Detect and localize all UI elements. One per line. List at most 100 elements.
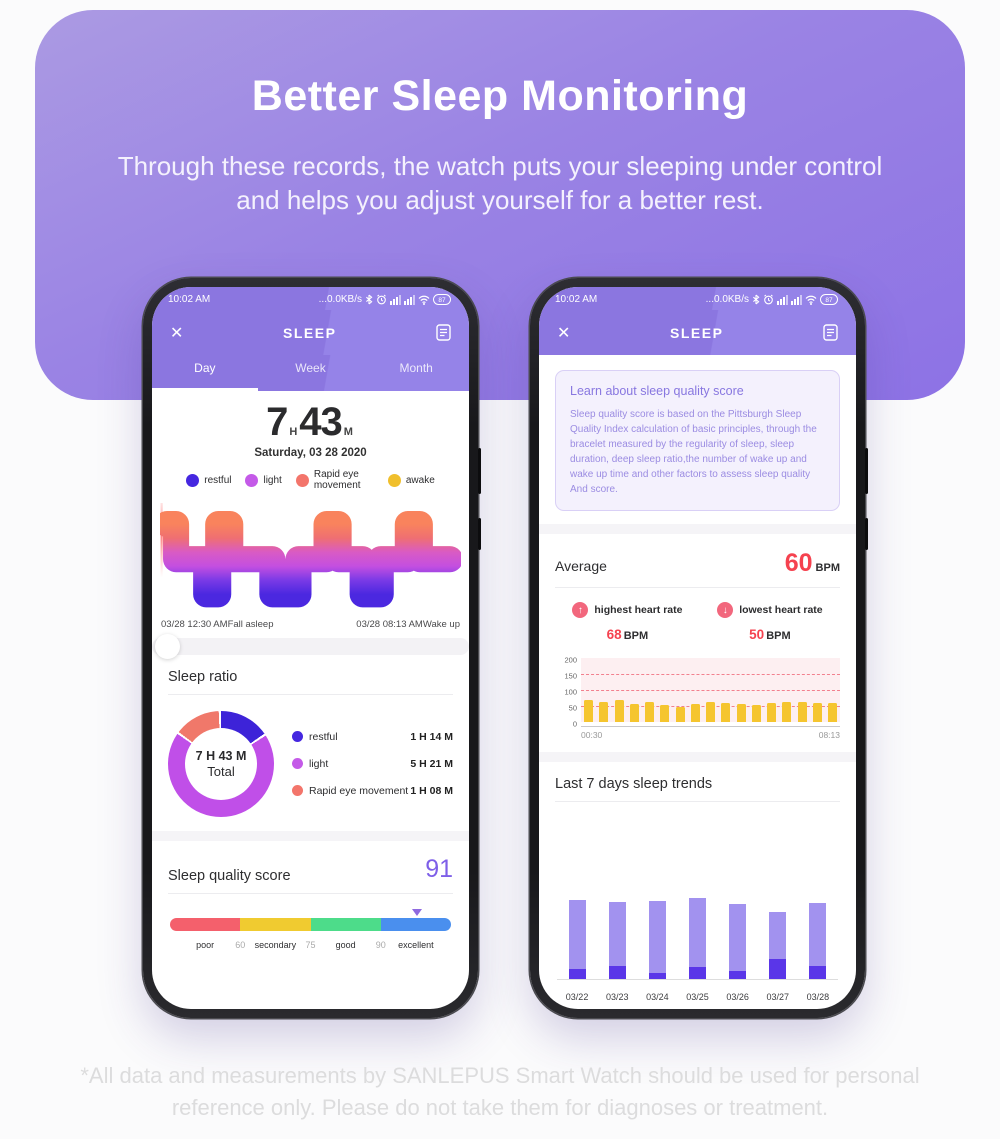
scale-segment: [170, 917, 241, 931]
y-tick-label: 100: [564, 687, 577, 697]
legend-label: restful: [204, 474, 232, 486]
trend-date-label: 03/28: [806, 992, 830, 1002]
close-icon[interactable]: ✕: [557, 324, 571, 342]
period-tabs: Day Week Month: [152, 355, 469, 391]
heart-rate-bar: [828, 702, 837, 722]
legend-item: awake: [387, 473, 435, 487]
section-title: Sleep ratio: [168, 668, 238, 685]
sleep-trend-bar: [648, 901, 666, 979]
y-tick-label: 0: [572, 719, 577, 729]
bpm-unit: BPM: [815, 562, 840, 574]
deep-sleep-segment: [809, 966, 827, 979]
y-axis-labels: 200 150 100 50 0: [555, 655, 581, 729]
bluetooth-icon: [366, 294, 373, 305]
sleep-duration: 7 H43 M Saturday, 03 28 2020: [152, 400, 469, 459]
signal-icon: [404, 294, 415, 305]
report-icon[interactable]: [823, 324, 838, 341]
battery-icon: 87: [433, 294, 451, 305]
sleep-trends-chart: 03/22 03/23 03/24 03/25 03/26 03/27 03/28: [555, 806, 840, 1002]
heart-rate-bar: [645, 702, 654, 722]
status-bar: 10:02 AM ...0.0KB/s 87: [539, 287, 856, 310]
sleep-trend-bar: [809, 903, 827, 979]
heart-rate-bar: [782, 702, 792, 722]
power-button[interactable]: [865, 518, 868, 550]
scale-segment: [380, 917, 451, 931]
tab-week[interactable]: Week: [295, 361, 326, 375]
legend-dot: [245, 473, 259, 487]
section-title: Sleep quality score: [168, 867, 291, 884]
scale-label: poor: [196, 939, 215, 950]
sleep-trend-bar: [568, 900, 586, 979]
heart-rate-bar: [614, 699, 624, 722]
heart-rate-bar: [812, 703, 822, 722]
wifi-icon: [805, 295, 817, 305]
dashed-gridline: [581, 674, 840, 675]
phone-left-screen: 10:02 AM ...0.0KB/s 87 ✕ SLEEP Day W: [152, 287, 469, 1009]
clock-text: 10:02 AM: [168, 294, 211, 305]
y-tick-label: 150: [564, 671, 577, 681]
legend-dot: [292, 758, 303, 770]
quality-info-card: Learn about sleep quality score Sleep qu…: [555, 370, 840, 511]
ratio-legend-row: restful 1 H 14 M: [292, 731, 453, 743]
heart-rate-bar: [797, 701, 807, 722]
average-bpm-value: 60: [784, 549, 813, 577]
legend-dot: [292, 785, 303, 797]
arrow-down-icon: ↓: [717, 602, 734, 618]
ratio-label: light: [309, 757, 329, 770]
sleep-ratio-donut-chart: 7 H 43 M Total: [168, 710, 274, 817]
sleep-ratio-section: Sleep ratio 7 H 43 M Total restful 1 H 14…: [152, 655, 469, 831]
sleep-quality-section: Sleep quality score 91 poor 60 secondary 75…: [152, 841, 469, 954]
tab-month[interactable]: Month: [399, 361, 433, 375]
highest-bpm-value: 68: [606, 627, 622, 642]
dashed-gridline: [581, 690, 840, 691]
average-label: Average: [555, 558, 607, 574]
ratio-label: Rapid eye movement: [309, 784, 409, 797]
timeline-scrubber[interactable]: [152, 633, 469, 659]
trend-column: [602, 902, 632, 979]
heart-rate-bar: [751, 704, 761, 722]
volume-button[interactable]: [478, 448, 481, 494]
section-title: Last 7 days sleep trends: [555, 776, 713, 792]
heart-rate-chart: 200 150 100 50 0: [555, 655, 840, 729]
ratio-legend-row: Rapid eye movement 1 H 08 M: [292, 785, 453, 797]
scrubber-knob[interactable]: [155, 633, 180, 659]
report-icon[interactable]: [436, 324, 451, 341]
trend-date-label: 03/23: [605, 992, 629, 1002]
wifi-icon: [418, 295, 430, 305]
lowest-bpm-value: 50: [749, 627, 765, 642]
chart-cursor-line: [160, 503, 163, 578]
donut-center-label: 7 H 43 M Total: [195, 748, 247, 779]
legend-dot: [292, 731, 303, 743]
alarm-icon: [377, 294, 386, 305]
trend-column: [763, 912, 793, 979]
network-speed-text: ...0.0KB/s: [705, 294, 749, 305]
screen-title: SLEEP: [670, 324, 724, 341]
legend-label: light: [263, 474, 282, 486]
ratio-value: 1 H 08 M: [410, 784, 453, 797]
lowest-heart-rate-stat: ↓ lowest heart rate 50 BPM: [717, 602, 823, 642]
score-marker-icon: [412, 908, 423, 916]
section-divider: [539, 524, 856, 534]
deep-sleep-segment: [568, 969, 586, 979]
power-button[interactable]: [478, 518, 481, 550]
quality-scale-labels: poor 60 secondary 75 good 90 excellent: [170, 940, 451, 954]
y-tick-label: 200: [564, 655, 577, 665]
info-card-body: Sleep quality score is based on the Pitt…: [570, 409, 817, 495]
ratio-value: 1 H 14 M: [410, 730, 453, 743]
heart-rate-bar: [660, 704, 670, 722]
clock-text: 10:02 AM: [555, 294, 598, 305]
status-bar: 10:02 AM ...0.0KB/s 87: [152, 287, 469, 310]
volume-button[interactable]: [865, 448, 868, 494]
deep-sleep-segment: [608, 966, 626, 979]
hypnogram-chart: [153, 503, 463, 620]
heart-rate-bar: [706, 702, 715, 722]
trend-column: [642, 901, 672, 979]
scale-label: excellent: [398, 939, 434, 950]
y-tick-label: 50: [568, 703, 577, 713]
heart-rate-bar: [736, 704, 746, 722]
close-icon[interactable]: ✕: [170, 324, 184, 342]
tab-day[interactable]: Day: [152, 355, 258, 391]
heart-rate-bar: [599, 702, 609, 722]
trend-column: [723, 904, 753, 979]
sleep-hours: 7: [266, 400, 288, 444]
